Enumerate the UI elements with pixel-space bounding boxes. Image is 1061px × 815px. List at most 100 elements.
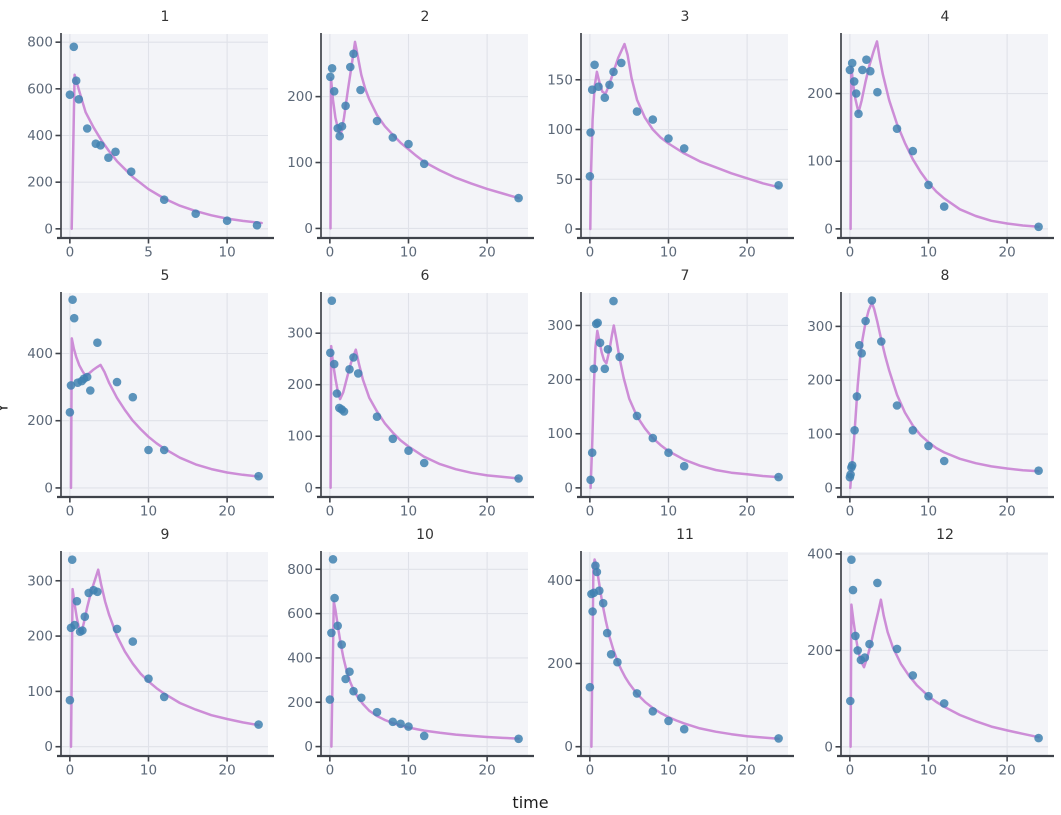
data-point (873, 87, 882, 97)
data-point (372, 116, 382, 126)
data-point (858, 65, 867, 75)
data-point (585, 682, 595, 692)
y-tick-label: 200 (27, 629, 53, 645)
data-point (332, 389, 342, 398)
data-point (254, 720, 263, 729)
data-point (388, 717, 398, 727)
data-point (65, 90, 75, 99)
y-tick-label: 300 (287, 326, 313, 342)
data-point (586, 475, 595, 485)
fit-line (69, 337, 260, 490)
x-tick-label: 20 (739, 763, 756, 779)
data-point (602, 628, 612, 638)
data-point (111, 147, 120, 157)
data-point (66, 381, 76, 390)
y-tick-label: 100 (807, 427, 833, 443)
y-tick-label: 0 (44, 739, 53, 755)
data-point (159, 445, 169, 455)
x-tick-label: 20 (479, 504, 496, 520)
data-point (325, 695, 335, 704)
data-point (632, 107, 642, 116)
data-point (593, 318, 602, 328)
data-point (419, 159, 429, 169)
y-tick-label: 100 (547, 426, 573, 442)
y-tick-label: 0 (304, 221, 313, 237)
data-point (327, 296, 337, 305)
data-point (606, 650, 616, 659)
data-point (372, 412, 382, 421)
subplot-panel-9: 0 10 20 0 100 200 300 9 (16, 524, 276, 783)
x-tick-label: 0 (326, 245, 335, 261)
y-tick-label: 100 (547, 122, 573, 138)
plot-canvas-1: 0 5 10 0 200 400 600 800 1 (27, 9, 274, 261)
y-tick-label: 50 (556, 172, 573, 188)
data-point (595, 338, 605, 348)
y-tick-label: 400 (547, 573, 573, 589)
data-point (588, 607, 597, 616)
data-point (404, 446, 413, 455)
data-point (70, 620, 79, 630)
data-point (514, 734, 523, 744)
data-point (908, 671, 918, 680)
y-tick-label: 0 (44, 221, 53, 237)
data-point (589, 364, 599, 374)
y-tick-label: 400 (807, 546, 833, 562)
data-point (586, 128, 595, 137)
data-point (252, 221, 262, 230)
data-point (93, 338, 102, 347)
data-point (679, 144, 689, 153)
y-tick-label: 200 (807, 373, 833, 389)
x-tick-label: 0 (326, 504, 335, 520)
x-tick-label: 0 (846, 763, 855, 779)
data-point (333, 621, 342, 631)
data-point (908, 146, 918, 156)
data-point (851, 89, 861, 98)
data-point (93, 587, 102, 597)
data-point (590, 60, 599, 70)
y-tick-label: 0 (44, 480, 53, 496)
data-point (855, 340, 864, 350)
data-point (104, 153, 113, 162)
data-point (144, 674, 153, 683)
subplot-panel-10: 0 10 20 0 200 400 600 800 10 (276, 524, 536, 783)
data-point (632, 411, 642, 421)
y-axis-label: Y (0, 403, 12, 412)
y-tick-label: 300 (547, 318, 573, 334)
data-point (774, 734, 783, 743)
y-tick-label: 200 (287, 377, 313, 393)
y-tick-label: 0 (824, 480, 833, 496)
data-point (774, 181, 783, 190)
y-tick-label: 200 (547, 656, 573, 672)
data-point (159, 195, 169, 204)
y-tick-label: 100 (287, 155, 313, 171)
y-tick-label: 200 (807, 643, 833, 659)
panel-background (322, 34, 528, 237)
data-point (1034, 222, 1043, 232)
data-point (845, 65, 855, 75)
data-point (65, 408, 75, 417)
x-tick-label: 10 (400, 504, 417, 520)
panel-title: 7 (681, 268, 690, 284)
data-point (847, 555, 856, 564)
y-tick-label: 400 (27, 346, 53, 362)
y-tick-label: 100 (27, 684, 53, 700)
x-tick-label: 10 (400, 763, 417, 779)
data-point (65, 695, 75, 705)
y-tick-label: 600 (287, 606, 313, 622)
data-point (86, 386, 95, 395)
x-tick-label: 20 (219, 763, 236, 779)
data-point (585, 172, 595, 181)
data-point (329, 359, 339, 369)
subplot-panel-5: 0 10 20 0 200 400 5 (16, 265, 276, 524)
data-point (388, 434, 398, 444)
x-tick-label: 10 (140, 763, 157, 779)
subplot-panel-1: 0 5 10 0 200 400 600 800 1 (16, 6, 276, 265)
x-tick-label: 20 (479, 763, 496, 779)
x-tick-label: 0 (586, 504, 595, 520)
panel-background (62, 293, 268, 496)
data-point (939, 456, 949, 466)
x-tick-label: 20 (739, 245, 756, 261)
